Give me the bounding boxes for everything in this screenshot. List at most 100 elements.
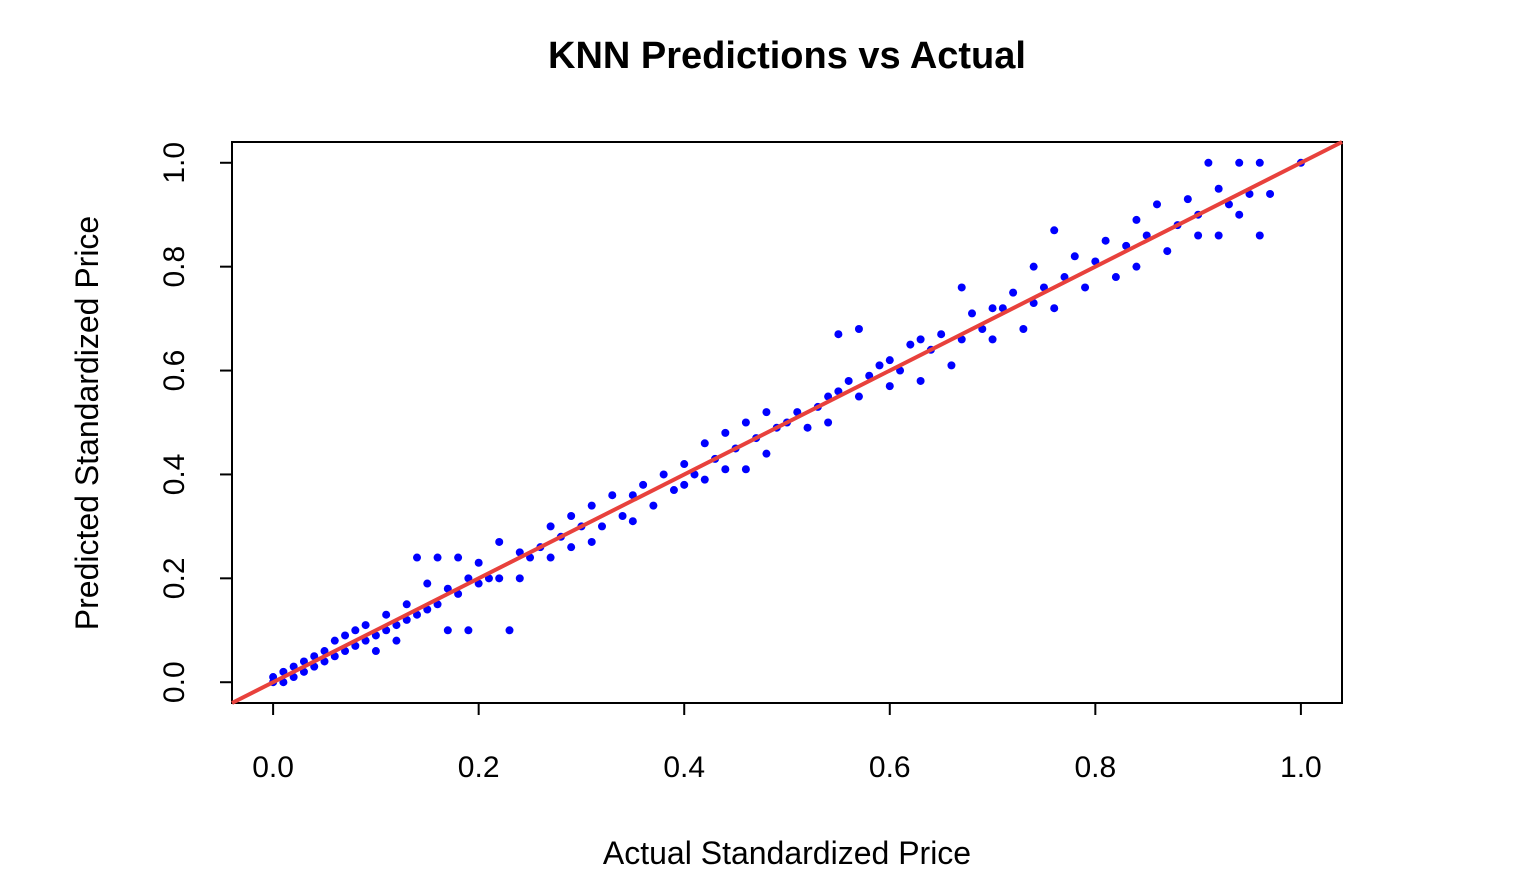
data-point xyxy=(885,356,894,365)
data-point xyxy=(361,621,370,630)
data-point xyxy=(567,512,576,520)
data-point xyxy=(1235,158,1244,167)
data-point xyxy=(464,626,473,635)
data-point xyxy=(669,486,678,495)
data-point xyxy=(741,418,750,427)
data-point xyxy=(916,335,925,344)
data-point xyxy=(495,537,504,546)
data-point xyxy=(906,340,915,349)
y-tick-label: 0.2 xyxy=(158,557,191,599)
x-tick-label: 0.8 xyxy=(1074,751,1116,784)
data-point xyxy=(608,491,617,500)
data-point xyxy=(1019,325,1028,333)
data-point xyxy=(1194,231,1203,240)
data-point xyxy=(1255,158,1264,167)
data-point xyxy=(587,501,596,510)
data-point xyxy=(700,439,709,448)
data-point xyxy=(341,631,350,640)
x-tick-label: 1.0 xyxy=(1280,751,1322,784)
data-point xyxy=(916,376,925,385)
data-point xyxy=(988,335,997,344)
y-tick-label: 1.0 xyxy=(158,142,191,184)
reference-line xyxy=(231,140,1343,705)
data-point xyxy=(1214,184,1223,193)
y-tick-label: 0.6 xyxy=(158,350,191,392)
data-point xyxy=(1050,226,1059,235)
data-point xyxy=(371,647,380,656)
data-point xyxy=(721,428,730,437)
data-point xyxy=(443,626,452,635)
data-point xyxy=(803,423,812,432)
data-point xyxy=(1070,252,1079,261)
data-point xyxy=(598,522,606,531)
data-point xyxy=(1029,262,1038,271)
data-point xyxy=(680,460,689,469)
data-point xyxy=(454,553,463,562)
data-point xyxy=(875,361,884,370)
data-point xyxy=(474,558,483,567)
data-point xyxy=(721,465,730,474)
data-point xyxy=(741,465,750,474)
data-point xyxy=(402,600,411,609)
data-point xyxy=(1111,273,1120,282)
data-point xyxy=(1204,158,1213,167)
data-point xyxy=(392,636,401,645)
data-point xyxy=(1255,231,1264,240)
data-point xyxy=(680,480,689,489)
data-point xyxy=(423,579,432,588)
data-point xyxy=(413,553,421,562)
data-point xyxy=(854,325,863,333)
data-point xyxy=(649,501,658,510)
y-tick-label: 0.8 xyxy=(158,246,191,288)
y-axis-label: Predicted Standardized Price xyxy=(69,216,105,630)
data-point xyxy=(567,543,576,552)
y-axis: 0.0 0.2 0.4 0.6 0.8 1.0 xyxy=(158,142,233,703)
data-point xyxy=(700,475,709,484)
data-point xyxy=(587,537,596,546)
data-point xyxy=(1132,215,1141,224)
data-point xyxy=(628,517,637,526)
data-points xyxy=(269,158,1305,687)
data-point xyxy=(639,480,648,489)
data-point xyxy=(1266,189,1275,198)
data-point xyxy=(382,610,391,619)
data-point xyxy=(1183,195,1192,204)
x-tick-label: 0.2 xyxy=(458,751,500,784)
data-point xyxy=(947,361,956,370)
data-point xyxy=(1214,231,1223,240)
data-point xyxy=(1153,200,1161,209)
data-point xyxy=(495,574,504,583)
data-point xyxy=(957,283,966,292)
x-tick-label: 0.0 xyxy=(252,751,294,784)
data-point xyxy=(330,636,339,645)
data-point xyxy=(1050,304,1059,313)
x-axis: 0.0 0.2 0.4 0.6 0.8 1.0 xyxy=(252,702,1322,784)
data-point xyxy=(834,330,843,339)
data-point xyxy=(762,408,771,417)
reference-line-group xyxy=(231,140,1343,705)
data-point xyxy=(885,382,894,391)
x-tick-label: 0.4 xyxy=(663,751,705,784)
data-point xyxy=(1081,283,1090,292)
data-point xyxy=(854,392,863,401)
data-point xyxy=(988,304,997,313)
data-point xyxy=(351,626,360,635)
data-point xyxy=(824,418,833,427)
data-point xyxy=(515,574,524,583)
y-tick-label: 0.0 xyxy=(158,661,191,703)
data-point xyxy=(1235,210,1244,219)
data-point xyxy=(618,512,627,520)
data-point xyxy=(844,376,853,385)
x-axis-label: Actual Standardized Price xyxy=(603,835,971,871)
data-point xyxy=(546,553,555,562)
data-point xyxy=(505,626,514,635)
data-point xyxy=(1163,247,1172,256)
data-point xyxy=(433,553,442,562)
data-point xyxy=(1009,288,1018,297)
chart-title: KNN Predictions vs Actual xyxy=(548,35,1026,77)
x-tick-label: 0.6 xyxy=(869,751,911,784)
data-point xyxy=(968,309,976,318)
data-point xyxy=(546,522,555,531)
data-point xyxy=(1101,236,1110,245)
